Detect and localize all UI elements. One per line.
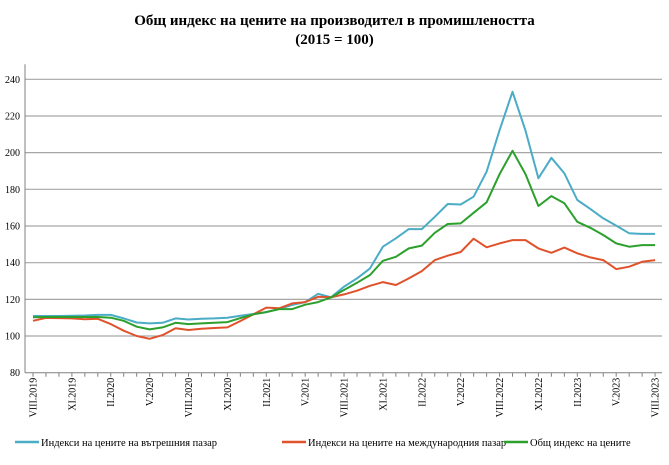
x-tick-label: XI.2021: [378, 378, 389, 411]
x-tick-label: VIII.2023: [651, 378, 662, 418]
x-tick-label: II.2022: [417, 378, 428, 407]
series-lines: [32, 90, 656, 340]
x-tick-label: VIII.2021: [340, 378, 351, 418]
y-tick-label: 180: [5, 185, 20, 196]
chart-subtitle: (2015 = 100): [295, 32, 374, 48]
legend-label: Индекси на цените на международния пазар: [308, 438, 506, 449]
x-tick-label: V.2022: [456, 378, 467, 406]
x-tick-label: V.2021: [301, 378, 312, 406]
y-tick-label: 200: [5, 148, 20, 159]
legend-label: Индекси на цените на вътрешния пазар: [41, 438, 217, 449]
y-tick-label: 160: [5, 222, 20, 233]
x-tick-label: VIII.2020: [184, 378, 195, 418]
legend-label: Общ индекс на цените: [530, 438, 631, 449]
x-tick-label: VIII.2019: [29, 378, 40, 418]
y-tick-label: 80: [10, 368, 20, 379]
chart-title: Общ индекс на цените на производител в п…: [134, 13, 535, 29]
gridlines: [25, 78, 662, 337]
y-tick-label: 100: [5, 332, 20, 343]
legend: Индекси на цените на вътрешния пазар Инде…: [15, 438, 631, 449]
x-tick-label: XI.2020: [223, 378, 234, 411]
x-tick-label: VIII.2022: [495, 378, 506, 418]
y-tick-label: 140: [5, 258, 20, 269]
x-tick-label: II.2021: [262, 378, 273, 407]
y-tick-label: 120: [5, 295, 20, 306]
y-tick-label: 240: [5, 75, 20, 86]
x-tick-label: II.2023: [573, 378, 584, 407]
x-tick-label: XI.2019: [67, 378, 78, 411]
y-axis: 80 100 120 140 160 180 200 220 240: [5, 64, 26, 379]
series-line-2: [32, 237, 656, 340]
y-tick-label: 220: [5, 111, 20, 122]
x-tick-label: V.2023: [612, 378, 623, 406]
x-tick-label: V.2020: [145, 378, 156, 406]
x-axis: VIII.2019 XI.2019 II.2020 V.2020 VIII.2020 XI…: [25, 372, 662, 418]
series-line-1: [33, 90, 656, 325]
series-line-3: [32, 149, 656, 331]
x-tick-label: II.2020: [106, 378, 117, 407]
x-tick-label: XI.2022: [534, 378, 545, 411]
